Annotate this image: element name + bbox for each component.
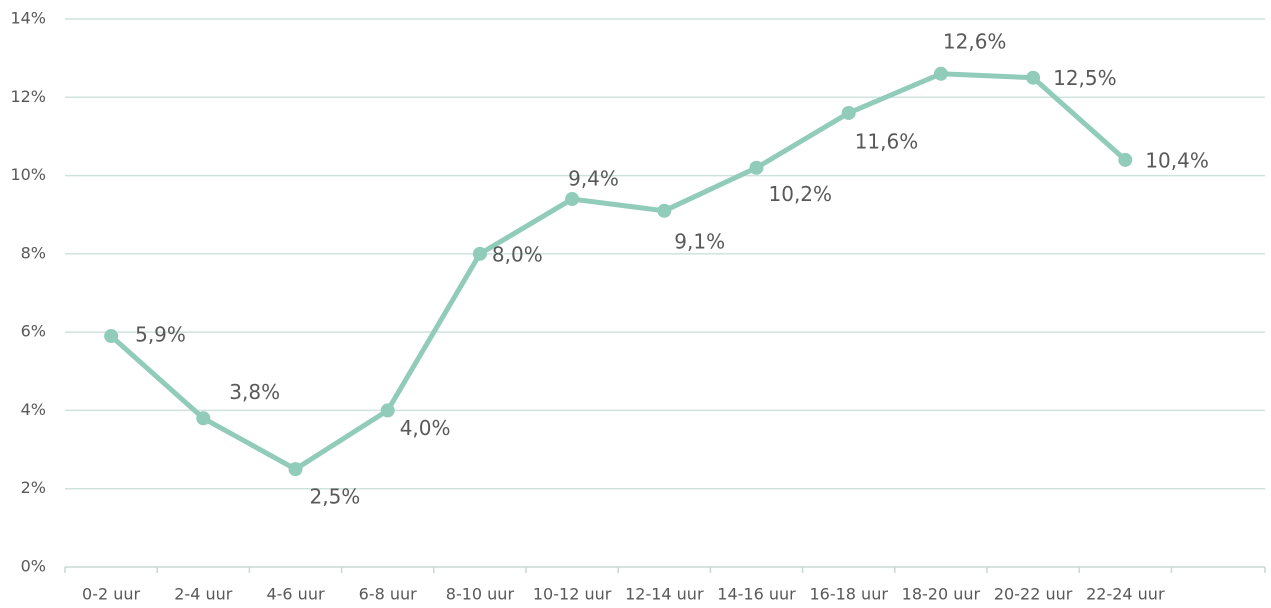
x-tick-label: 0-2 uur — [82, 585, 141, 604]
marker — [841, 105, 856, 120]
y-tick-label: 8% — [21, 243, 46, 262]
data-label: 3,8% — [229, 380, 280, 404]
marker — [380, 403, 395, 418]
marker — [933, 66, 948, 81]
y-tick-label: 12% — [10, 87, 46, 106]
x-tick-label: 4-6 uur — [266, 585, 325, 604]
data-label: 5,9% — [135, 323, 186, 347]
x-tick-label: 10-12 uur — [533, 585, 612, 604]
y-tick-label: 4% — [21, 400, 46, 419]
x-tick-label: 22-24 uur — [1086, 585, 1165, 604]
y-tick-label: 2% — [21, 478, 46, 497]
marker — [749, 160, 764, 175]
marker — [196, 411, 211, 426]
y-tick-label: 6% — [21, 322, 46, 341]
y-tick-label: 0% — [21, 557, 46, 576]
x-tick-label: 2-4 uur — [174, 585, 233, 604]
data-label: 10,2% — [769, 182, 833, 206]
data-label: 12,5% — [1053, 66, 1117, 90]
x-tick-label: 12-14 uur — [625, 585, 704, 604]
marker — [288, 462, 303, 477]
y-tick-label: 10% — [10, 165, 46, 184]
marker — [472, 246, 487, 261]
x-tick-label: 16-18 uur — [809, 585, 888, 604]
x-tick-label: 14-16 uur — [717, 585, 796, 604]
marker — [657, 203, 672, 218]
x-tick-label: 18-20 uur — [902, 585, 981, 604]
data-label: 2,5% — [310, 485, 361, 509]
data-label: 12,6% — [943, 29, 1007, 53]
marker — [1026, 70, 1041, 85]
marker — [565, 192, 580, 207]
data-label: 9,1% — [674, 229, 725, 253]
data-label: 9,4% — [568, 167, 619, 191]
x-tick-label: 8-10 uur — [446, 585, 515, 604]
x-tick-label: 6-8 uur — [359, 585, 418, 604]
marker — [104, 329, 119, 344]
data-label: 4,0% — [400, 416, 451, 440]
line — [109, 71, 1127, 472]
data-label: 10,4% — [1145, 148, 1209, 172]
data-label: 8,0% — [492, 242, 543, 266]
data-label: 11,6% — [855, 129, 919, 153]
marker — [1118, 152, 1133, 167]
x-tick-label: 20-22 uur — [994, 585, 1073, 604]
y-tick-label: 14% — [10, 9, 46, 28]
